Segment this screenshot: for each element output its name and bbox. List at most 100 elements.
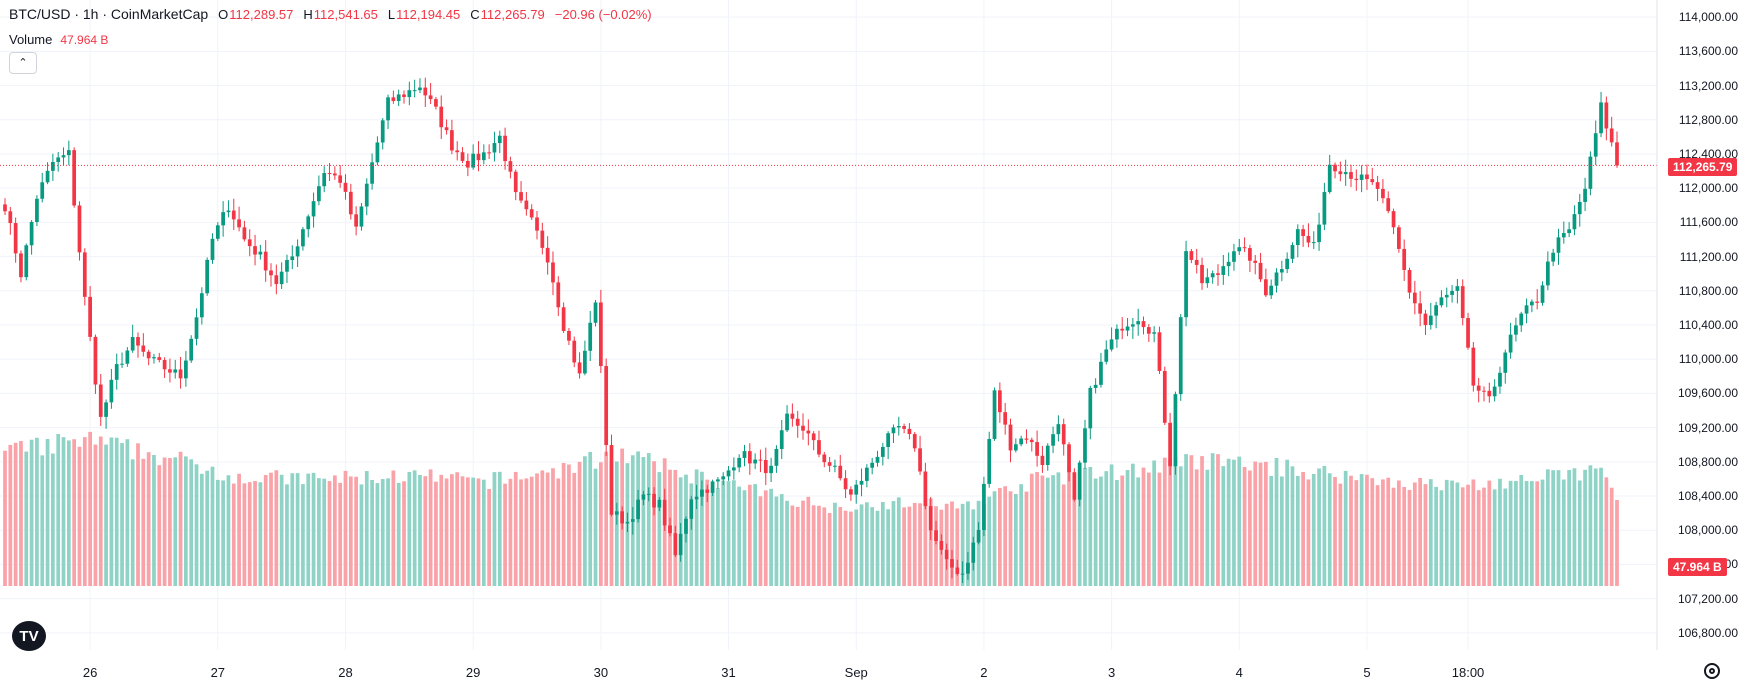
candle-body [1189,251,1194,260]
volume-bar [1008,491,1013,586]
candle-body [311,201,316,217]
candle-body [29,221,34,246]
volume-bar [934,506,938,586]
volume-bar [1226,458,1231,586]
candle-body [710,481,715,493]
volume-bar [923,498,928,586]
volume-bar [199,473,204,586]
volume-bar [849,511,853,586]
volume-bar [912,502,917,586]
candle-body [317,186,321,202]
volume-bar [306,473,311,586]
candle-body [1099,361,1103,385]
volume-name[interactable]: Volume [9,32,53,47]
volume-bar [705,479,710,586]
volume-bar [950,501,954,586]
volume-bar [136,443,140,586]
volume-bar [806,496,811,586]
candle-body [199,293,204,318]
candle-body [668,525,672,534]
volume-bar [758,496,763,586]
volume-bar [918,503,922,586]
candle-body [1221,266,1226,275]
volume-bar [1327,473,1332,586]
chevron-up-icon: ⌃ [18,56,28,69]
time-axis-label: 5 [1363,665,1371,680]
volume-bar [1035,472,1039,586]
volume-bar [82,437,87,586]
candle-body [1088,387,1093,429]
candle-body [231,210,236,220]
volume-bar [838,507,843,586]
high-value: 112,541.65 [313,7,378,22]
candle-body [1216,273,1220,275]
volume-bar [221,480,225,586]
candle-body [769,465,773,474]
candle-body [1402,248,1407,270]
time-axis-label: 26 [82,665,98,680]
candle-body [141,345,146,352]
volume-bar [1450,480,1454,586]
price-axis-label: 110,400.00 [1678,318,1738,332]
candle-body [24,245,29,278]
volume-bar [455,472,460,586]
volume-bar [646,453,651,586]
time-axis-label: 28 [338,665,353,680]
price-axis-label: 111,200.00 [1679,249,1738,264]
volume-bar [795,506,800,586]
volume-bar [1423,484,1428,586]
volume-bar [1178,466,1183,586]
volume-bar [1391,487,1396,586]
candle-body [3,204,7,212]
candle-body [529,209,534,218]
volume-bar [519,479,523,586]
candle-body [1583,188,1587,202]
candle-body [492,143,497,153]
candle-body [721,476,726,480]
volume-bar [1386,477,1391,586]
volume-bar [779,494,784,586]
candle-body [269,270,273,276]
candle-body [519,192,523,201]
candle-body [966,562,970,574]
candle-body [939,540,944,550]
low-value: 112,194.45 [396,7,461,22]
volume-bar [327,481,332,586]
candle-body [614,511,619,515]
volume-bar [434,481,438,586]
candle-body [684,518,688,534]
volume-bar [1285,459,1290,586]
volume-bar [231,483,236,586]
symbol-title[interactable]: BTC/USD · 1h · CoinMarketCap [9,6,209,22]
price-series [3,77,1619,584]
candle-body [934,530,938,541]
candle-body [301,229,305,247]
settings-icon[interactable] [1704,663,1720,679]
candle-body [1253,260,1258,263]
candle-body [1306,235,1311,243]
volume-bar [1013,493,1018,586]
volume-bar [1237,456,1242,586]
candle-body [1024,438,1029,440]
candle-body [1556,237,1561,253]
tradingview-logo[interactable]: TV [12,621,46,651]
volume-bar [1184,454,1188,586]
volume-bar [1210,453,1215,586]
candle-body [1264,279,1268,296]
candle-body [1067,444,1071,473]
candle-body [465,160,470,168]
collapse-legend-button[interactable]: ⌃ [9,52,37,74]
volume-bar [545,472,550,586]
current-price-tag: 112,265.79 [1668,158,1738,176]
volume-bar [1381,479,1385,586]
volume-bar [1412,482,1417,586]
candle-body [1051,434,1055,446]
candle-body [657,499,662,508]
volume-bar [641,457,646,586]
volume-bar [1232,459,1236,586]
candle-body [1455,286,1460,291]
candle-body [136,337,140,346]
volume-bar [827,513,832,586]
candle-body [1604,102,1609,129]
